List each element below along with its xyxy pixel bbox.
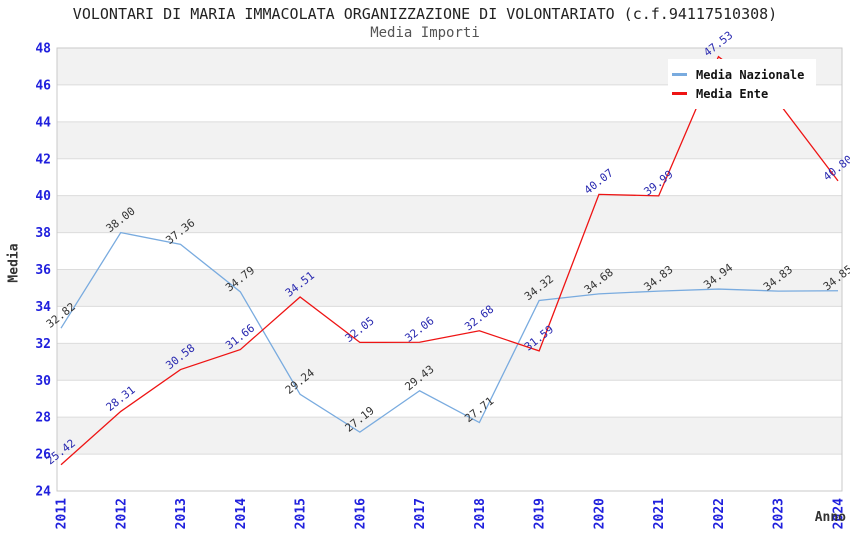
legend-swatch [672, 92, 687, 95]
svg-text:2023: 2023 [772, 498, 787, 529]
svg-text:2012: 2012 [114, 498, 129, 529]
svg-text:2017: 2017 [413, 498, 428, 529]
x-axis-title: Anno [814, 510, 846, 525]
svg-text:48: 48 [35, 42, 51, 57]
svg-text:2011: 2011 [55, 498, 70, 529]
chart-subtitle: Media Importi [370, 25, 480, 41]
svg-text:2013: 2013 [174, 498, 189, 529]
legend-item: Media Nazionale [672, 65, 816, 84]
svg-text:42: 42 [35, 152, 51, 167]
legend-swatch [672, 73, 687, 76]
svg-text:26: 26 [35, 448, 51, 463]
legend-label: Media Nazionale [696, 67, 805, 82]
svg-text:44: 44 [35, 115, 51, 130]
svg-text:24: 24 [35, 485, 51, 500]
legend-item: Media Ente [672, 84, 816, 103]
svg-text:28: 28 [35, 411, 51, 426]
svg-text:38: 38 [35, 226, 51, 241]
svg-text:2021: 2021 [652, 498, 667, 529]
svg-text:46: 46 [35, 78, 51, 93]
legend-label: Media Ente [696, 86, 769, 101]
svg-text:32: 32 [35, 337, 51, 352]
legend: Media Nazionale Media Ente [668, 59, 816, 109]
svg-text:2018: 2018 [473, 498, 488, 529]
svg-text:40: 40 [35, 189, 51, 204]
svg-text:2014: 2014 [234, 498, 249, 529]
chart-title: VOLONTARI DI MARIA IMMACOLATA ORGANIZZAZ… [72, 5, 778, 23]
svg-text:2024: 2024 [832, 498, 847, 529]
svg-text:2016: 2016 [353, 498, 368, 529]
svg-text:30: 30 [35, 374, 51, 389]
svg-text:2020: 2020 [592, 498, 607, 529]
svg-text:2015: 2015 [294, 498, 309, 529]
svg-text:36: 36 [35, 263, 51, 278]
svg-text:2019: 2019 [533, 498, 548, 529]
svg-text:34: 34 [35, 300, 51, 315]
svg-text:2022: 2022 [712, 498, 727, 529]
